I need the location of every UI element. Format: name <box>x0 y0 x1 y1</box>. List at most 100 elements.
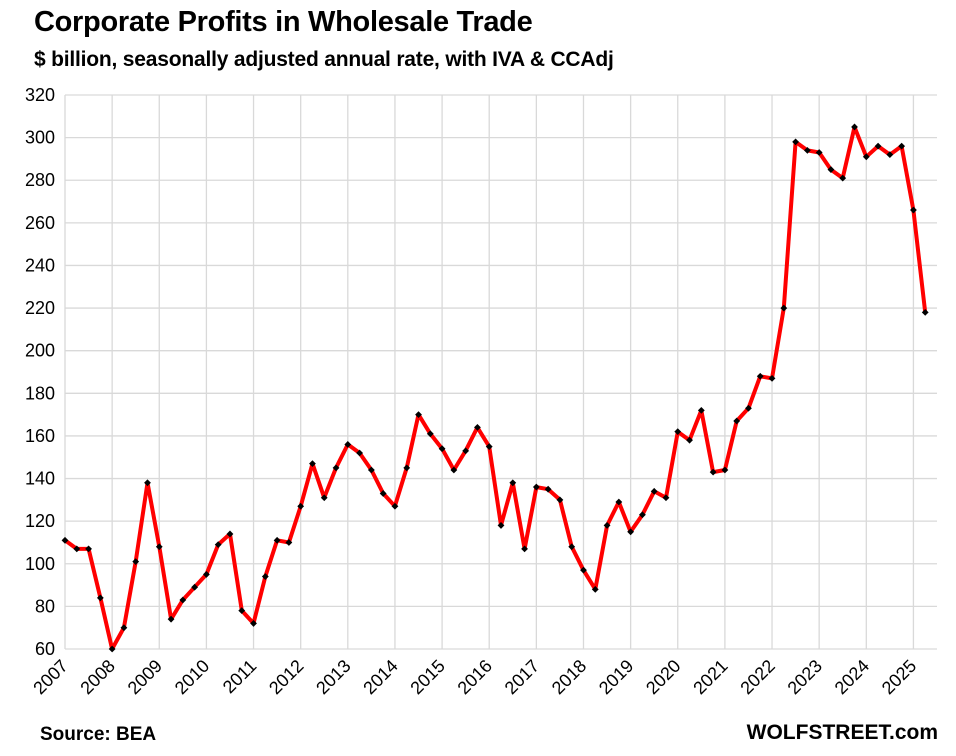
data-point <box>132 558 140 566</box>
data-point <box>438 445 446 453</box>
data-point <box>556 496 564 504</box>
data-point <box>709 468 717 476</box>
y-tick-label: 220 <box>25 298 55 318</box>
data-point <box>674 428 682 436</box>
y-tick-label: 280 <box>25 170 55 190</box>
data-point <box>521 545 528 553</box>
gridlines <box>64 94 937 650</box>
y-tick-label: 320 <box>25 85 55 105</box>
y-tick-label: 260 <box>25 213 55 233</box>
x-axis-ticks: 2007 2008 2009 2010 2011 2012 2013 2014 2015 2016… <box>29 656 920 698</box>
data-point <box>591 585 599 593</box>
series-line <box>63 125 928 651</box>
data-point <box>226 530 234 538</box>
data-point <box>733 417 741 425</box>
data-point <box>73 545 81 553</box>
data-point <box>214 541 222 548</box>
data-point <box>815 149 823 156</box>
data-point <box>874 142 882 150</box>
x-tick-label: 2023 <box>784 656 826 698</box>
x-tick-label: 2008 <box>77 656 119 698</box>
x-tick-label: 2019 <box>595 656 637 698</box>
data-point <box>839 174 847 182</box>
series-points <box>61 123 929 653</box>
x-tick-label: 2011 <box>219 656 261 698</box>
data-point <box>462 447 470 455</box>
data-point <box>108 645 116 653</box>
y-tick-label: 60 <box>35 639 55 659</box>
source-label: Source: BEA <box>40 724 157 745</box>
data-point <box>155 543 163 551</box>
data-point <box>320 494 328 502</box>
data-point <box>862 153 870 161</box>
chart-subtitle: $ billion, seasonally adjusted annual ra… <box>34 48 614 71</box>
data-point <box>615 498 623 506</box>
x-tick-label: 2020 <box>642 656 684 698</box>
data-point <box>662 494 670 502</box>
x-tick-label: 2025 <box>878 656 920 698</box>
y-tick-label: 180 <box>25 383 55 403</box>
data-point <box>474 424 481 431</box>
x-tick-label: 2013 <box>312 656 354 698</box>
data-point <box>745 404 752 412</box>
y-tick-label: 160 <box>25 426 55 446</box>
data-point <box>650 487 658 495</box>
data-point <box>179 596 187 604</box>
data-point <box>544 485 552 493</box>
x-tick-label: 2021 <box>689 656 731 698</box>
x-tick-label: 2014 <box>359 656 401 698</box>
data-point <box>580 566 587 574</box>
chart-title: Corporate Profits in Wholesale Trade <box>34 6 533 38</box>
data-point <box>921 308 929 316</box>
data-point <box>61 536 69 544</box>
data-point <box>603 522 611 529</box>
data-point <box>721 466 729 474</box>
y-tick-label: 200 <box>25 341 55 361</box>
data-point <box>509 479 517 487</box>
data-point <box>886 151 894 159</box>
x-tick-label: 2024 <box>831 656 873 698</box>
y-tick-label: 100 <box>25 554 55 574</box>
data-point <box>568 543 576 551</box>
data-point <box>297 502 305 510</box>
data-point <box>379 490 387 497</box>
data-point <box>167 615 175 623</box>
data-point <box>792 138 799 146</box>
data-point <box>803 147 811 154</box>
data-point <box>415 411 422 419</box>
x-tick-label: 2018 <box>548 656 590 698</box>
x-tick-label: 2016 <box>454 656 496 698</box>
data-point <box>144 479 151 487</box>
data-point <box>250 620 257 627</box>
data-point <box>827 166 835 173</box>
data-point <box>367 466 375 474</box>
y-tick-label: 300 <box>25 128 55 148</box>
y-tick-label: 120 <box>25 511 55 531</box>
data-point <box>768 374 776 382</box>
data-point <box>898 142 906 150</box>
x-tick-label: 2015 <box>406 656 448 698</box>
data-point <box>697 406 705 414</box>
data-point <box>627 528 635 536</box>
x-tick-label: 2007 <box>29 656 71 698</box>
x-tick-label: 2022 <box>736 656 778 698</box>
y-tick-label: 240 <box>25 255 55 275</box>
data-point <box>686 436 693 444</box>
data-point <box>910 206 917 214</box>
data-point <box>191 583 199 591</box>
data-point <box>238 607 246 615</box>
x-tick-label: 2012 <box>265 656 307 698</box>
data-point <box>391 502 399 510</box>
y-tick-label: 80 <box>35 596 55 616</box>
data-point <box>285 539 293 546</box>
data-point <box>426 430 434 438</box>
data-point <box>639 511 646 519</box>
x-tick-label: 2009 <box>124 656 166 698</box>
data-point <box>851 123 858 131</box>
data-point <box>403 464 411 472</box>
data-point <box>532 483 540 491</box>
x-tick-label: 2010 <box>171 656 213 698</box>
data-point <box>273 536 281 544</box>
data-point <box>780 304 788 312</box>
